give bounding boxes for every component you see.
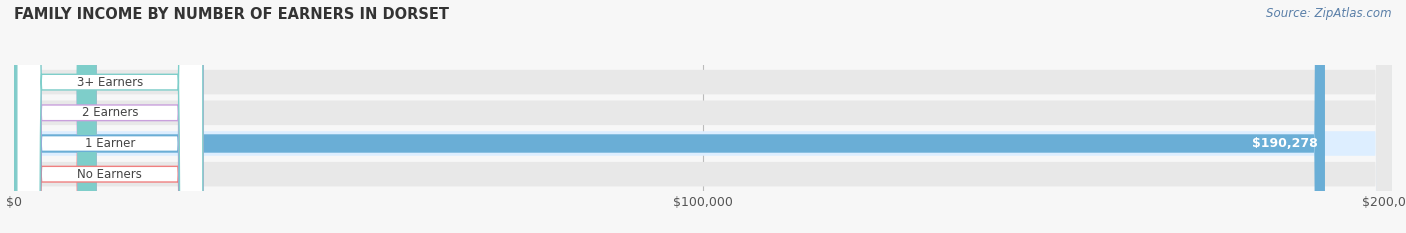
FancyBboxPatch shape bbox=[17, 0, 202, 233]
Text: FAMILY INCOME BY NUMBER OF EARNERS IN DORSET: FAMILY INCOME BY NUMBER OF EARNERS IN DO… bbox=[14, 7, 449, 22]
Text: $0: $0 bbox=[114, 106, 129, 119]
FancyBboxPatch shape bbox=[14, 0, 1392, 233]
FancyBboxPatch shape bbox=[14, 0, 97, 233]
Text: 1 Earner: 1 Earner bbox=[84, 137, 135, 150]
FancyBboxPatch shape bbox=[17, 0, 202, 233]
Text: $0: $0 bbox=[114, 76, 129, 89]
Text: 3+ Earners: 3+ Earners bbox=[77, 76, 143, 89]
Text: $0: $0 bbox=[114, 168, 129, 181]
FancyBboxPatch shape bbox=[14, 0, 1324, 233]
FancyBboxPatch shape bbox=[14, 0, 1392, 233]
FancyBboxPatch shape bbox=[14, 0, 1392, 233]
FancyBboxPatch shape bbox=[14, 0, 1392, 233]
Text: Source: ZipAtlas.com: Source: ZipAtlas.com bbox=[1267, 7, 1392, 20]
FancyBboxPatch shape bbox=[14, 0, 97, 233]
FancyBboxPatch shape bbox=[14, 0, 97, 233]
Text: No Earners: No Earners bbox=[77, 168, 142, 181]
FancyBboxPatch shape bbox=[17, 0, 202, 233]
FancyBboxPatch shape bbox=[17, 0, 202, 233]
Text: 2 Earners: 2 Earners bbox=[82, 106, 138, 119]
Text: $190,278: $190,278 bbox=[1253, 137, 1317, 150]
